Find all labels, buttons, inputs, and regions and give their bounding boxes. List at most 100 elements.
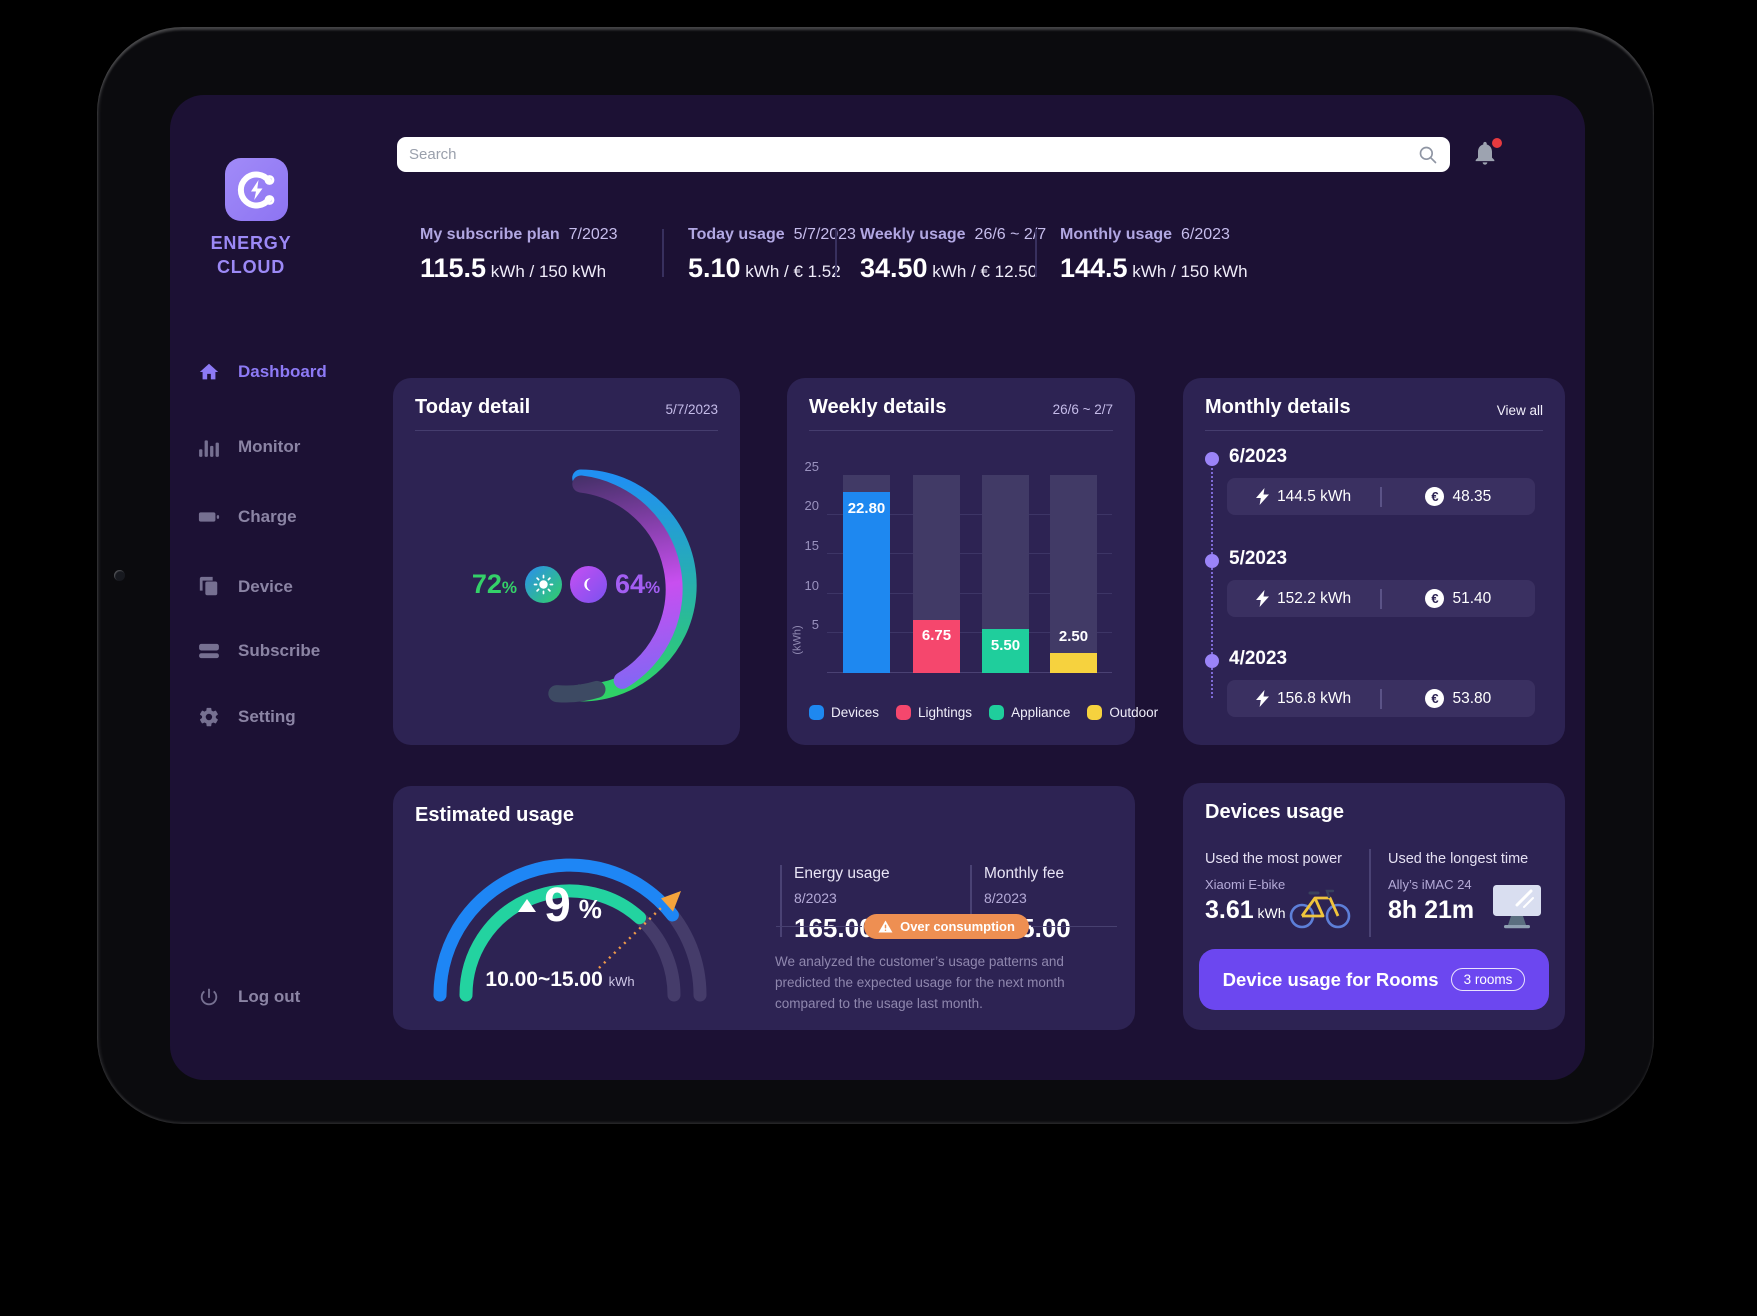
divider	[1030, 926, 1118, 927]
bar-track-lightings: 6.75	[913, 475, 960, 673]
y-tick: 25	[804, 459, 819, 474]
gauge-range: 10.00~15.00 kWh	[485, 968, 635, 991]
stat-divider	[662, 229, 664, 277]
notifications-button[interactable]	[1471, 138, 1503, 171]
search-input[interactable]	[409, 146, 1418, 163]
ebike-icon	[1289, 889, 1351, 929]
donut-chart	[548, 469, 697, 703]
legend-outdoor: Outdoor	[1087, 705, 1158, 720]
card-title: Devices usage	[1205, 801, 1344, 823]
donut-center: 72%	[431, 566, 701, 603]
month-label: 4/2023	[1229, 648, 1288, 669]
gauge-delta: 9 %	[450, 878, 670, 933]
divider	[1380, 486, 1382, 507]
y-tick: 15	[804, 538, 819, 553]
bar-outdoor	[1050, 653, 1097, 673]
devices-icon	[199, 576, 218, 596]
legend-appliance: Appliance	[989, 705, 1070, 720]
tablet-camera	[114, 570, 125, 581]
y-tick: 20	[804, 498, 819, 513]
notification-dot	[1492, 138, 1502, 148]
divider	[415, 430, 718, 431]
bar-lightings	[913, 619, 960, 673]
sidebar-item-monitor[interactable]: Monitor	[198, 432, 300, 462]
app-logo	[225, 158, 288, 221]
logout-label: Log out	[238, 987, 301, 1006]
imac-icon	[1493, 885, 1541, 929]
gridline	[827, 553, 1112, 555]
device-usage-rooms-button[interactable]: Device usage for Rooms 3 rooms	[1199, 949, 1549, 1010]
euro-icon: €	[1425, 589, 1445, 608]
warning-icon	[878, 920, 893, 933]
bell-icon	[1475, 141, 1495, 165]
month-usage-row: 144.5 kWh € 48.35	[1227, 478, 1535, 515]
button-label: Device usage for Rooms	[1222, 968, 1439, 990]
divider	[1369, 849, 1371, 937]
view-all-link[interactable]: View all	[1496, 403, 1543, 418]
card-title: Estimated usage	[415, 804, 574, 826]
weekly-bar-chart: 22.80 6.75 5.50 2.50	[827, 475, 1112, 673]
legend-lightings: Lightings	[896, 705, 972, 720]
gridline	[827, 632, 1112, 634]
energy-cloud-logo-icon	[237, 171, 274, 208]
bolt-icon	[1256, 590, 1270, 607]
bar-devices	[843, 492, 890, 673]
y-tick: 5	[811, 617, 819, 632]
sidebar-item-device[interactable]: Device	[198, 572, 293, 602]
legend-swatch	[809, 705, 824, 720]
y-tick: 10	[804, 578, 819, 593]
timeline-line	[1211, 468, 1213, 698]
search-icon	[1419, 146, 1437, 163]
power-icon	[200, 988, 218, 1006]
bar-value-label: 2.50	[1058, 628, 1089, 645]
gauge-needle	[598, 905, 664, 969]
sidebar-item-dashboard[interactable]: Dashboard	[198, 357, 327, 387]
month-usage-row: 156.8 kWh € 53.80	[1227, 680, 1535, 717]
arrow-up-icon	[518, 899, 537, 912]
bar-track-outdoor: 2.50	[1050, 475, 1097, 673]
energy-usage-block: Energy usage 8/2023 165.00 kWh	[794, 865, 908, 943]
divider	[809, 430, 1113, 431]
prediction-description: We analyzed the customer’s usage pattern…	[775, 954, 1065, 1011]
divider	[1380, 588, 1382, 609]
most-power-block: Used the most power Xiaomi E-bike 3.61 k…	[1205, 851, 1343, 924]
sidebar-item-label: Dashboard	[238, 362, 327, 381]
month-label: 5/2023	[1229, 548, 1288, 569]
divider	[1380, 688, 1382, 709]
sidebar-item-label: Monitor	[238, 437, 301, 456]
sun-icon	[525, 566, 562, 603]
stat-subscribe-plan: My subscribe plan 7/2023 115.5 kWh / 150 …	[420, 226, 618, 283]
weekly-details-card: Weekly details 26/6 ~ 2/7 25 20 15 10 5 …	[787, 378, 1158, 745]
bolt-icon	[1256, 690, 1270, 707]
legend-devices: Devices	[809, 705, 879, 720]
rooms-count-badge: 3 rooms	[1450, 968, 1526, 991]
stat-divider	[1035, 229, 1037, 277]
card-date: 5/7/2023	[665, 402, 718, 417]
gear-icon	[199, 707, 218, 727]
sidebar-item-label: Setting	[238, 707, 296, 726]
card-icon	[199, 643, 219, 659]
legend-swatch	[1087, 705, 1103, 720]
bar-chart-icon	[199, 440, 219, 457]
sidebar-item-setting[interactable]: Setting	[198, 702, 296, 732]
sidebar-item-charge[interactable]: Charge	[198, 502, 297, 532]
month-usage-row: 152.2 kWh € 51.40	[1227, 580, 1535, 617]
bar-track-devices: 22.80	[843, 475, 890, 673]
today-detail-card: Today detail 5/7/2023	[393, 378, 740, 745]
divider	[1205, 430, 1543, 431]
sidebar-item-logout[interactable]: Log out	[198, 982, 300, 1012]
timeline-dot	[1205, 554, 1219, 568]
gridline	[827, 592, 1112, 594]
timeline-dot	[1205, 452, 1219, 466]
stat-monthly-usage: Monthly usage 6/2023 144.5 kWh / 150 kWh	[1060, 226, 1248, 283]
bar-value-label: 22.80	[847, 500, 886, 517]
sidebar-item-subscribe[interactable]: Subscribe	[198, 636, 320, 666]
monthly-details-card: Monthly details View all 6/2023 144.5 kW…	[1183, 378, 1565, 745]
card-date: 26/6 ~ 2/7	[1052, 402, 1113, 417]
stat-divider	[835, 229, 837, 277]
estimated-usage-card: Estimated usage 9 % 10.00~15.00 kWh	[393, 786, 1135, 1030]
chart-legend: Devices Lightings Appliance Outdoor	[809, 705, 1158, 720]
timeline-dot	[1205, 654, 1219, 668]
